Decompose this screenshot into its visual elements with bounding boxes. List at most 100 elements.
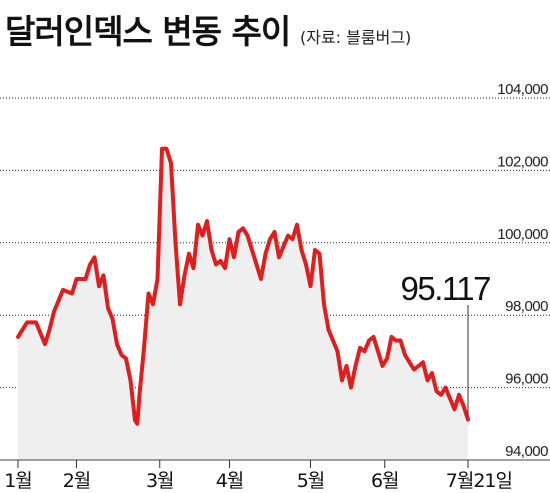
data-point [160,147,164,151]
data-point [111,317,115,321]
data-point [376,349,380,353]
data-point [390,335,394,339]
last-value-label: 95.117 [401,270,491,307]
data-point [426,378,430,382]
data-point [408,360,412,364]
data-point [255,263,259,267]
data-point [264,252,268,256]
data-point [192,266,196,270]
data-point [349,386,353,390]
data-point [61,288,65,292]
x-axis-ticks: 1월 2월 3월 4월 5월 6월 7월21일 [4,460,513,492]
data-point [165,147,169,151]
data-point [129,378,133,382]
data-point [156,277,160,281]
data-point [372,335,376,339]
data-point [178,302,182,306]
data-point [124,357,128,361]
data-point [48,328,52,332]
data-point [174,241,178,245]
data-point [219,259,223,263]
y-tick-label: 104,000 [497,81,548,98]
data-point [196,223,200,227]
data-point [120,353,124,357]
data-point [169,161,173,165]
x-tick-label: 3월 [146,470,174,492]
data-point [210,248,214,252]
data-point [135,422,139,426]
data-point [439,393,443,397]
data-point [462,404,466,408]
data-point [102,273,106,277]
data-point [147,291,151,295]
data-point [52,310,56,314]
chart-title: 달러인덱스 변동 추이 [5,12,290,51]
y-tick-label: 98,000 [505,298,548,315]
x-tick-label: 4월 [216,470,244,492]
x-tick-label: 2월 [63,470,91,492]
y-tick-label: 102,000 [497,153,548,170]
data-point [16,335,20,339]
x-tick-label: 7월21일 [446,470,512,492]
data-point [237,230,241,234]
data-point [340,378,344,382]
data-point [223,266,227,270]
data-point [138,393,142,397]
data-point [232,255,236,259]
data-point [381,364,385,368]
data-point [336,349,340,353]
data-point [300,248,304,252]
data-point [394,339,398,343]
chart-source: (자료: 블룸버그) [300,28,411,47]
data-point [457,393,461,397]
data-point [417,364,421,368]
data-point [282,244,286,248]
data-point [34,320,38,324]
data-point [354,364,358,368]
x-tick-label: 5월 [297,470,325,492]
data-point [142,346,146,350]
data-point [444,386,448,390]
data-point [187,252,191,256]
data-point [259,277,263,281]
data-point [421,360,425,364]
data-point [115,342,119,346]
data-point [250,248,254,252]
data-point [358,346,362,350]
data-point [295,223,299,227]
data-point [327,328,331,332]
data-point [403,353,407,357]
data-point [25,320,29,324]
data-point [228,237,232,241]
data-point [246,234,250,238]
data-point [133,418,137,422]
data-point [448,396,452,400]
data-point [412,368,416,372]
data-point [106,306,110,310]
data-point [430,371,434,375]
data-point [322,302,326,306]
data-point [84,277,88,281]
data-point [43,342,47,346]
data-point [453,407,457,411]
data-point [241,226,245,230]
y-tick-label: 100,000 [497,226,548,243]
data-point [88,263,92,267]
data-point [201,234,205,238]
data-point [214,263,218,267]
data-point [70,291,74,295]
data-point [268,237,272,241]
data-point [385,357,389,361]
data-point [273,230,277,234]
data-point [466,418,470,422]
data-point [345,364,349,368]
data-point [277,255,281,259]
data-point [367,339,371,343]
x-tick-label: 1월 [4,470,32,492]
data-point [309,284,313,288]
y-tick-label: 96,000 [505,371,548,388]
data-point [286,234,290,238]
data-point [75,277,79,281]
data-point [93,255,97,259]
